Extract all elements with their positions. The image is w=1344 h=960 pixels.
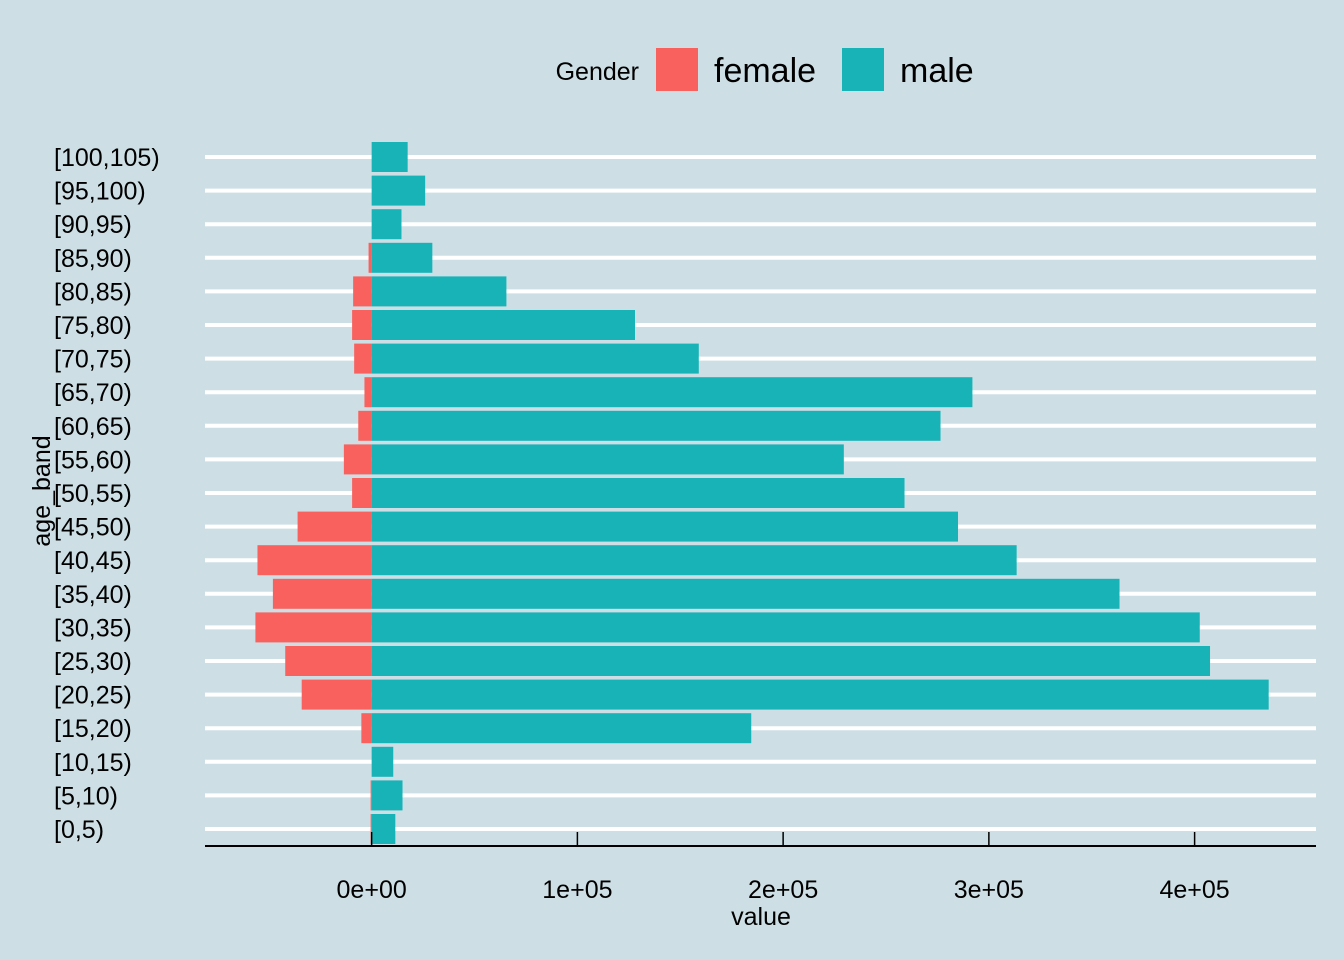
bar-female	[255, 612, 372, 643]
y-axis-title: age_band	[28, 435, 56, 546]
legend-title: Gender	[556, 58, 639, 86]
y-axis-labels: [0,5) [5,10) [10,15) [15,20) [20,25) [25,30) […	[54, 144, 160, 844]
bar-male	[371, 780, 403, 811]
x-tick-label: 2e+05	[748, 876, 818, 904]
y-tick-label: [10,15)	[54, 749, 132, 777]
bar-male	[371, 175, 426, 206]
bar-male	[371, 612, 1200, 643]
x-tick-label: 1e+05	[542, 876, 612, 904]
bar-male	[371, 646, 1211, 676]
bar-male	[371, 142, 408, 172]
bar-male	[371, 276, 507, 307]
y-tick-label: [75,80)	[54, 312, 132, 340]
bar-female	[364, 377, 372, 408]
bar-male	[371, 444, 844, 475]
y-tick-label: [60,65)	[54, 413, 132, 441]
bar-male	[371, 713, 752, 744]
bar-male	[371, 679, 1269, 710]
x-tick-label: 3e+05	[954, 876, 1024, 904]
bar-female	[354, 343, 372, 374]
legend: Gender female male	[556, 48, 974, 91]
bar-female	[353, 276, 372, 307]
bar-female	[297, 511, 372, 542]
bar-male	[371, 511, 959, 542]
legend-swatch-female	[656, 48, 698, 91]
bar-male	[371, 209, 402, 240]
y-tick-label: [0,5)	[54, 816, 104, 844]
bars	[255, 142, 1269, 844]
bar-female	[343, 444, 372, 475]
x-tick-label: 4e+05	[1160, 876, 1230, 904]
y-tick-label: [70,75)	[54, 346, 132, 374]
bar-male	[371, 310, 635, 340]
x-axis-title: value	[731, 903, 791, 931]
y-tick-label: [95,100)	[54, 178, 146, 206]
bar-female	[272, 578, 372, 609]
bar-male	[371, 343, 699, 374]
bar-female	[352, 310, 372, 340]
legend-label-male: male	[900, 52, 974, 90]
y-tick-label: [90,95)	[54, 211, 132, 239]
y-tick-label: [65,70)	[54, 379, 132, 407]
y-tick-label: [55,60)	[54, 446, 132, 474]
y-tick-label: [85,90)	[54, 245, 132, 273]
y-tick-label: [45,50)	[54, 514, 132, 542]
bar-male	[371, 814, 396, 844]
bar-male	[371, 478, 905, 508]
y-tick-label: [30,35)	[54, 614, 132, 642]
bar-female	[301, 679, 372, 710]
bar-male	[371, 377, 973, 408]
bar-male	[371, 578, 1120, 609]
bar-female	[358, 410, 372, 441]
bar-male	[371, 410, 941, 441]
x-axis-ticks: 0e+00 1e+05 2e+05 3e+05 4e+05	[337, 832, 1230, 904]
bar-female	[368, 242, 372, 273]
bar-female	[370, 814, 372, 844]
bar-male	[371, 746, 394, 777]
y-tick-label: [25,30)	[54, 648, 132, 676]
bar-female	[370, 780, 372, 811]
y-tick-label: [20,25)	[54, 682, 132, 710]
bar-female	[285, 646, 372, 676]
bar-female	[352, 478, 372, 508]
y-tick-label: [35,40)	[54, 581, 132, 609]
y-tick-label: [15,20)	[54, 715, 132, 743]
legend-swatch-male	[842, 48, 884, 91]
y-tick-label: [40,45)	[54, 547, 132, 575]
bar-female	[361, 713, 372, 744]
bar-male	[371, 545, 1017, 576]
bar-female	[257, 545, 372, 576]
legend-label-female: female	[714, 52, 816, 90]
y-tick-label: [100,105)	[54, 144, 160, 172]
y-tick-label: [80,85)	[54, 278, 132, 306]
y-tick-label: [50,55)	[54, 480, 132, 508]
bar-male	[371, 242, 433, 273]
y-tick-label: [5,10)	[54, 782, 118, 810]
x-tick-label: 0e+00	[337, 876, 407, 904]
